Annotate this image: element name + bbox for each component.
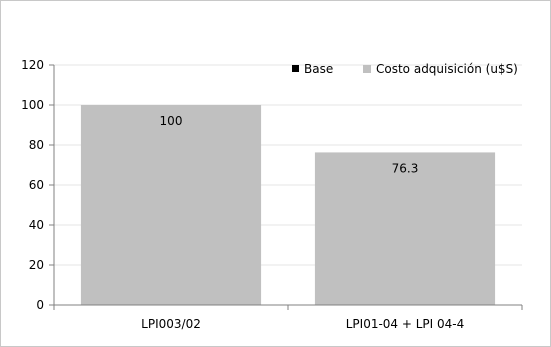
y-axis: 0 20 40 60 80 100 120 <box>21 58 55 312</box>
y-tick-label: 60 <box>29 178 44 192</box>
bar-costo-1 <box>314 152 496 305</box>
data-labels: 100 76.3 <box>160 114 419 175</box>
y-tick-label: 40 <box>29 218 44 232</box>
legend-label-base: Base <box>304 62 333 76</box>
legend-label-costo: Costo adquisición (u$S) <box>376 62 518 76</box>
x-axis: LPI003/02 LPI01-04 + LPI 04-4 <box>53 304 523 331</box>
bar-costo-0 <box>80 105 262 305</box>
legend-swatch-base <box>292 65 299 72</box>
x-tick-label: LPI01-04 + LPI 04-4 <box>346 317 465 331</box>
legend: Base Costo adquisición (u$S) <box>292 62 518 76</box>
y-tick-label: 20 <box>29 258 44 272</box>
legend-swatch-costo <box>363 65 371 73</box>
x-tick-label: LPI003/02 <box>141 317 201 331</box>
y-tick-label: 80 <box>29 138 44 152</box>
y-tick-label: 0 <box>36 298 44 312</box>
y-tick-label: 120 <box>21 58 44 72</box>
data-label: 76.3 <box>392 161 419 175</box>
data-label: 100 <box>160 114 183 128</box>
bars <box>80 105 496 305</box>
y-tick-label: 100 <box>21 98 44 112</box>
